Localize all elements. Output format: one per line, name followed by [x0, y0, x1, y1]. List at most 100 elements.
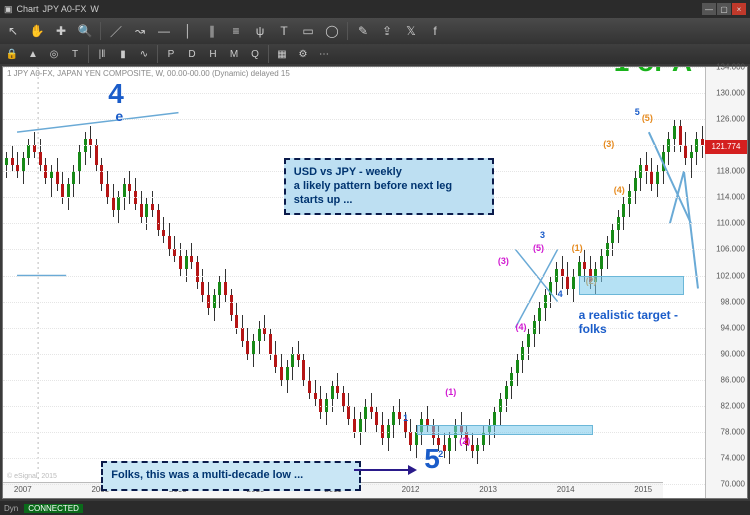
y-tick: 110.000 [717, 219, 745, 228]
candle [331, 380, 334, 413]
y-tick: 82.000 [721, 401, 745, 410]
candle [572, 269, 575, 302]
candle [89, 126, 92, 159]
candle [157, 204, 160, 237]
candle [684, 132, 687, 165]
y-tick: 106.000 [716, 245, 745, 254]
callout-line: USD vs JPY - weekly [294, 166, 484, 180]
candle [606, 236, 609, 269]
candle [538, 302, 541, 335]
candle [252, 334, 255, 367]
facebook-icon[interactable]: f [426, 22, 444, 40]
line-chart-icon[interactable]: ∿ [136, 46, 152, 62]
candle [201, 269, 204, 302]
twitter-icon[interactable]: 𝕏 [402, 22, 420, 40]
hand-icon[interactable]: ✋ [28, 22, 46, 40]
candle [151, 191, 154, 217]
q-icon[interactable]: Q [247, 46, 263, 62]
candle [72, 165, 75, 198]
candle [353, 406, 356, 439]
m-icon[interactable]: M [226, 46, 242, 62]
wave-label: 5 [635, 107, 640, 117]
text-icon[interactable]: T [275, 22, 293, 40]
brush-icon[interactable]: ✎ [354, 22, 372, 40]
x-tick: 2013 [479, 485, 497, 494]
target-icon[interactable]: ◎ [46, 46, 62, 62]
candle [634, 171, 637, 204]
zoom-icon[interactable]: 🔍 [76, 22, 94, 40]
candlestick-layer [3, 67, 705, 482]
statusbar: Dyn CONNECTED [0, 501, 750, 515]
candle [246, 328, 249, 361]
grid-icon[interactable]: ▦ [274, 46, 290, 62]
y-tick: 94.000 [721, 323, 745, 332]
ray-icon[interactable]: ↝ [131, 22, 149, 40]
x-tick: 2014 [557, 485, 575, 494]
low-zone [417, 425, 593, 435]
ohlc-icon[interactable]: |‖ [94, 46, 110, 62]
candle [673, 119, 676, 152]
callout-line: a likely pattern before next leg [294, 180, 484, 194]
candle [516, 354, 519, 387]
more-icon[interactable]: ⋯ [316, 46, 332, 62]
share-icon[interactable]: ⇪ [378, 22, 396, 40]
candle [95, 139, 98, 172]
y-axis[interactable]: 70.00074.00078.00082.00086.00090.00094.0… [705, 67, 747, 498]
candle [398, 399, 401, 425]
candle [392, 406, 395, 439]
candle [241, 315, 244, 348]
candle [100, 158, 103, 191]
p-icon[interactable]: P [163, 46, 179, 62]
y-tick: 74.000 [721, 453, 745, 462]
alert-icon[interactable]: ▲ [25, 46, 41, 62]
cursor-icon[interactable]: ↖ [4, 22, 22, 40]
candle [566, 262, 569, 295]
crosshair-icon[interactable]: ✚ [52, 22, 70, 40]
candle [471, 432, 474, 458]
candle-icon[interactable]: ▮ [115, 46, 131, 62]
lock-icon[interactable]: 🔒 [4, 46, 20, 62]
candle [84, 132, 87, 165]
candle [505, 380, 508, 413]
hline-icon[interactable]: — [155, 22, 173, 40]
y-tick: 86.000 [721, 375, 745, 384]
rect-icon[interactable]: ▭ [299, 22, 317, 40]
y-tick: 98.000 [721, 297, 745, 306]
y-tick: 114.000 [717, 193, 745, 202]
target-zone [579, 276, 684, 296]
settings-icon[interactable]: ⚙ [295, 46, 311, 62]
callout-line: starts up ... [294, 194, 484, 208]
candle [690, 145, 693, 178]
y-tick: 126.000 [716, 115, 745, 124]
y-tick: 118.000 [717, 167, 745, 176]
label-icon[interactable]: T [67, 46, 83, 62]
fib-icon[interactable]: ≡ [227, 22, 245, 40]
h-icon[interactable]: H [205, 46, 221, 62]
close-button[interactable]: × [732, 3, 746, 15]
window-title: Chart [17, 4, 39, 15]
candle [269, 328, 272, 361]
minimize-button[interactable]: — [702, 3, 716, 15]
candle [274, 341, 277, 374]
wave-label: (1) [445, 387, 456, 397]
wave-label-big: 4 [108, 78, 124, 110]
maximize-button[interactable]: ▢ [717, 3, 731, 15]
y-tick: 134.000 [716, 63, 745, 72]
candle [342, 386, 345, 412]
channel-icon[interactable]: ∥ [203, 22, 221, 40]
ellipse-icon[interactable]: ◯ [323, 22, 341, 40]
candle [286, 360, 289, 393]
vline-icon[interactable]: │ [179, 22, 197, 40]
candle [117, 191, 120, 224]
candle [22, 152, 25, 185]
plot-canvas[interactable]: 1 JPY A0-FX, JAPAN YEN COMPOSITE, W, 00.… [3, 67, 705, 498]
trendline-icon[interactable]: ／ [107, 22, 125, 40]
candle [549, 276, 552, 309]
pitchfork-icon[interactable]: ψ [251, 22, 269, 40]
wave-label: (3) [603, 139, 614, 149]
wave-label: 1 [403, 413, 408, 423]
callout-box: USD vs JPY - weeklya likely pattern befo… [284, 158, 494, 215]
target-label: a realistic target - folks [579, 308, 705, 336]
d-icon[interactable]: D [184, 46, 200, 62]
arrow-head-icon [408, 465, 417, 475]
